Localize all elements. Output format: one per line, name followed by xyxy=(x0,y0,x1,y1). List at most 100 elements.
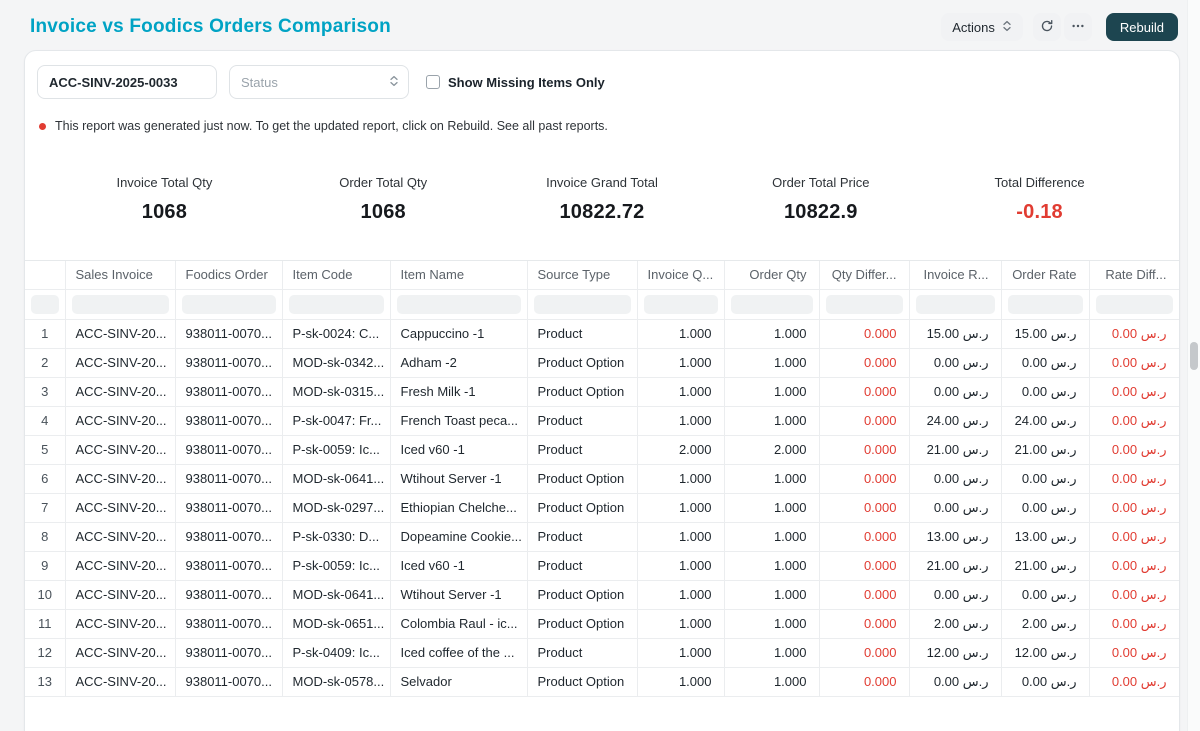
cell-rate_diff[interactable]: 0.00 ر.س xyxy=(1089,377,1179,406)
cell-qty_diff[interactable]: 0.000 xyxy=(819,609,909,638)
cell-order_qty[interactable]: 1.000 xyxy=(724,580,819,609)
cell-item_name[interactable]: Adham -2 xyxy=(390,348,527,377)
cell-rate_diff[interactable]: 0.00 ر.س xyxy=(1089,348,1179,377)
cell-foodics_order[interactable]: 938011-0070... xyxy=(175,667,282,696)
cell-rate_diff[interactable]: 0.00 ر.س xyxy=(1089,319,1179,348)
cell-order_rate[interactable]: 0.00 ر.س xyxy=(1001,348,1089,377)
row-index-filter-input[interactable] xyxy=(31,295,59,314)
cell-item_name[interactable]: Selvador xyxy=(390,667,527,696)
cell-invoice_rate[interactable]: 0.00 ر.س xyxy=(909,377,1001,406)
cell-invoice_qty[interactable]: 1.000 xyxy=(637,580,724,609)
cell-invoice_rate[interactable]: 15.00 ر.س xyxy=(909,319,1001,348)
cell-item_code[interactable]: MOD-sk-0297... xyxy=(282,493,390,522)
cell-qty_diff[interactable]: 0.000 xyxy=(819,435,909,464)
cell-sales_invoice[interactable]: ACC-SINV-20... xyxy=(65,319,175,348)
cell-source_type[interactable]: Product Option xyxy=(527,348,637,377)
cell-foodics_order[interactable]: 938011-0070... xyxy=(175,319,282,348)
column-filter-input-invoice_qty[interactable] xyxy=(644,295,718,314)
cell-order_rate[interactable]: 24.00 ر.س xyxy=(1001,406,1089,435)
cell-invoice_qty[interactable]: 1.000 xyxy=(637,522,724,551)
cell-foodics_order[interactable]: 938011-0070... xyxy=(175,493,282,522)
cell-rate_diff[interactable]: 0.00 ر.س xyxy=(1089,493,1179,522)
cell-rate_diff[interactable]: 0.00 ر.س xyxy=(1089,609,1179,638)
column-filter-input-foodics_order[interactable] xyxy=(182,295,276,314)
cell-item_name[interactable]: Ethiopian Chelche... xyxy=(390,493,527,522)
cell-qty_diff[interactable]: 0.000 xyxy=(819,551,909,580)
cell-item_name[interactable]: Iced v60 -1 xyxy=(390,551,527,580)
cell-invoice_rate[interactable]: 0.00 ر.س xyxy=(909,348,1001,377)
cell-invoice_rate[interactable]: 21.00 ر.س xyxy=(909,551,1001,580)
cell-rate_diff[interactable]: 0.00 ر.س xyxy=(1089,580,1179,609)
column-header-invoice_rate[interactable]: Invoice R... xyxy=(909,261,1001,289)
cell-source_type[interactable]: Product Option xyxy=(527,580,637,609)
cell-item_code[interactable]: MOD-sk-0315... xyxy=(282,377,390,406)
cell-order_rate[interactable]: 21.00 ر.س xyxy=(1001,435,1089,464)
cell-qty_diff[interactable]: 0.000 xyxy=(819,638,909,667)
cell-invoice_qty[interactable]: 1.000 xyxy=(637,551,724,580)
column-header-rate_diff[interactable]: Rate Diff... xyxy=(1089,261,1179,289)
cell-sales_invoice[interactable]: ACC-SINV-20... xyxy=(65,464,175,493)
cell-invoice_qty[interactable]: 1.000 xyxy=(637,377,724,406)
page-scrollbar-track[interactable] xyxy=(1187,0,1200,731)
cell-item_name[interactable]: Cappuccino -1 xyxy=(390,319,527,348)
invoice-filter-input[interactable] xyxy=(37,65,217,99)
cell-foodics_order[interactable]: 938011-0070... xyxy=(175,377,282,406)
cell-qty_diff[interactable]: 0.000 xyxy=(819,406,909,435)
cell-sales_invoice[interactable]: ACC-SINV-20... xyxy=(65,435,175,464)
rebuild-button[interactable]: Rebuild xyxy=(1106,13,1178,41)
cell-rate_diff[interactable]: 0.00 ر.س xyxy=(1089,406,1179,435)
page-scrollbar-thumb[interactable] xyxy=(1190,342,1198,370)
cell-source_type[interactable]: Product Option xyxy=(527,493,637,522)
cell-rate_diff[interactable]: 0.00 ر.س xyxy=(1089,522,1179,551)
cell-order_qty[interactable]: 1.000 xyxy=(724,522,819,551)
cell-sales_invoice[interactable]: ACC-SINV-20... xyxy=(65,493,175,522)
cell-invoice_qty[interactable]: 1.000 xyxy=(637,348,724,377)
column-filter-input-invoice_rate[interactable] xyxy=(916,295,995,314)
cell-source_type[interactable]: Product Option xyxy=(527,609,637,638)
column-header-source_type[interactable]: Source Type xyxy=(527,261,637,289)
cell-item_name[interactable]: Wtihout Server -1 xyxy=(390,580,527,609)
cell-invoice_rate[interactable]: 2.00 ر.س xyxy=(909,609,1001,638)
cell-source_type[interactable]: Product Option xyxy=(527,464,637,493)
cell-source_type[interactable]: Product xyxy=(527,319,637,348)
cell-invoice_qty[interactable]: 1.000 xyxy=(637,638,724,667)
cell-order_qty[interactable]: 1.000 xyxy=(724,377,819,406)
cell-item_name[interactable]: Wtihout Server -1 xyxy=(390,464,527,493)
cell-invoice_qty[interactable]: 1.000 xyxy=(637,493,724,522)
cell-invoice_rate[interactable]: 0.00 ر.س xyxy=(909,493,1001,522)
cell-foodics_order[interactable]: 938011-0070... xyxy=(175,406,282,435)
cell-order_rate[interactable]: 0.00 ر.س xyxy=(1001,464,1089,493)
cell-invoice_rate[interactable]: 21.00 ر.س xyxy=(909,435,1001,464)
column-header-order_qty[interactable]: Order Qty xyxy=(724,261,819,289)
cell-order_rate[interactable]: 0.00 ر.س xyxy=(1001,377,1089,406)
cell-rate_diff[interactable]: 0.00 ر.س xyxy=(1089,435,1179,464)
cell-order_rate[interactable]: 0.00 ر.س xyxy=(1001,493,1089,522)
cell-foodics_order[interactable]: 938011-0070... xyxy=(175,464,282,493)
column-header-item_name[interactable]: Item Name xyxy=(390,261,527,289)
column-header-invoice_qty[interactable]: Invoice Q... xyxy=(637,261,724,289)
cell-sales_invoice[interactable]: ACC-SINV-20... xyxy=(65,522,175,551)
column-filter-input-qty_diff[interactable] xyxy=(826,295,903,314)
cell-item_code[interactable]: P-sk-0047: Fr... xyxy=(282,406,390,435)
cell-foodics_order[interactable]: 938011-0070... xyxy=(175,522,282,551)
cell-source_type[interactable]: Product xyxy=(527,406,637,435)
cell-order_qty[interactable]: 1.000 xyxy=(724,464,819,493)
cell-item_code[interactable]: MOD-sk-0651... xyxy=(282,609,390,638)
column-filter-input-source_type[interactable] xyxy=(534,295,631,314)
cell-sales_invoice[interactable]: ACC-SINV-20... xyxy=(65,580,175,609)
cell-item_code[interactable]: P-sk-0059: Ic... xyxy=(282,551,390,580)
cell-rate_diff[interactable]: 0.00 ر.س xyxy=(1089,638,1179,667)
cell-source_type[interactable]: Product xyxy=(527,551,637,580)
cell-foodics_order[interactable]: 938011-0070... xyxy=(175,580,282,609)
missing-items-checkbox[interactable] xyxy=(426,75,440,89)
cell-source_type[interactable]: Product xyxy=(527,638,637,667)
cell-qty_diff[interactable]: 0.000 xyxy=(819,319,909,348)
cell-item_code[interactable]: MOD-sk-0641... xyxy=(282,464,390,493)
column-filter-input-item_name[interactable] xyxy=(397,295,521,314)
status-filter-select[interactable]: Status xyxy=(229,65,409,99)
cell-order_qty[interactable]: 1.000 xyxy=(724,406,819,435)
column-header-qty_diff[interactable]: Qty Differ... xyxy=(819,261,909,289)
cell-qty_diff[interactable]: 0.000 xyxy=(819,377,909,406)
cell-item_code[interactable]: MOD-sk-0578... xyxy=(282,667,390,696)
cell-invoice_rate[interactable]: 0.00 ر.س xyxy=(909,580,1001,609)
